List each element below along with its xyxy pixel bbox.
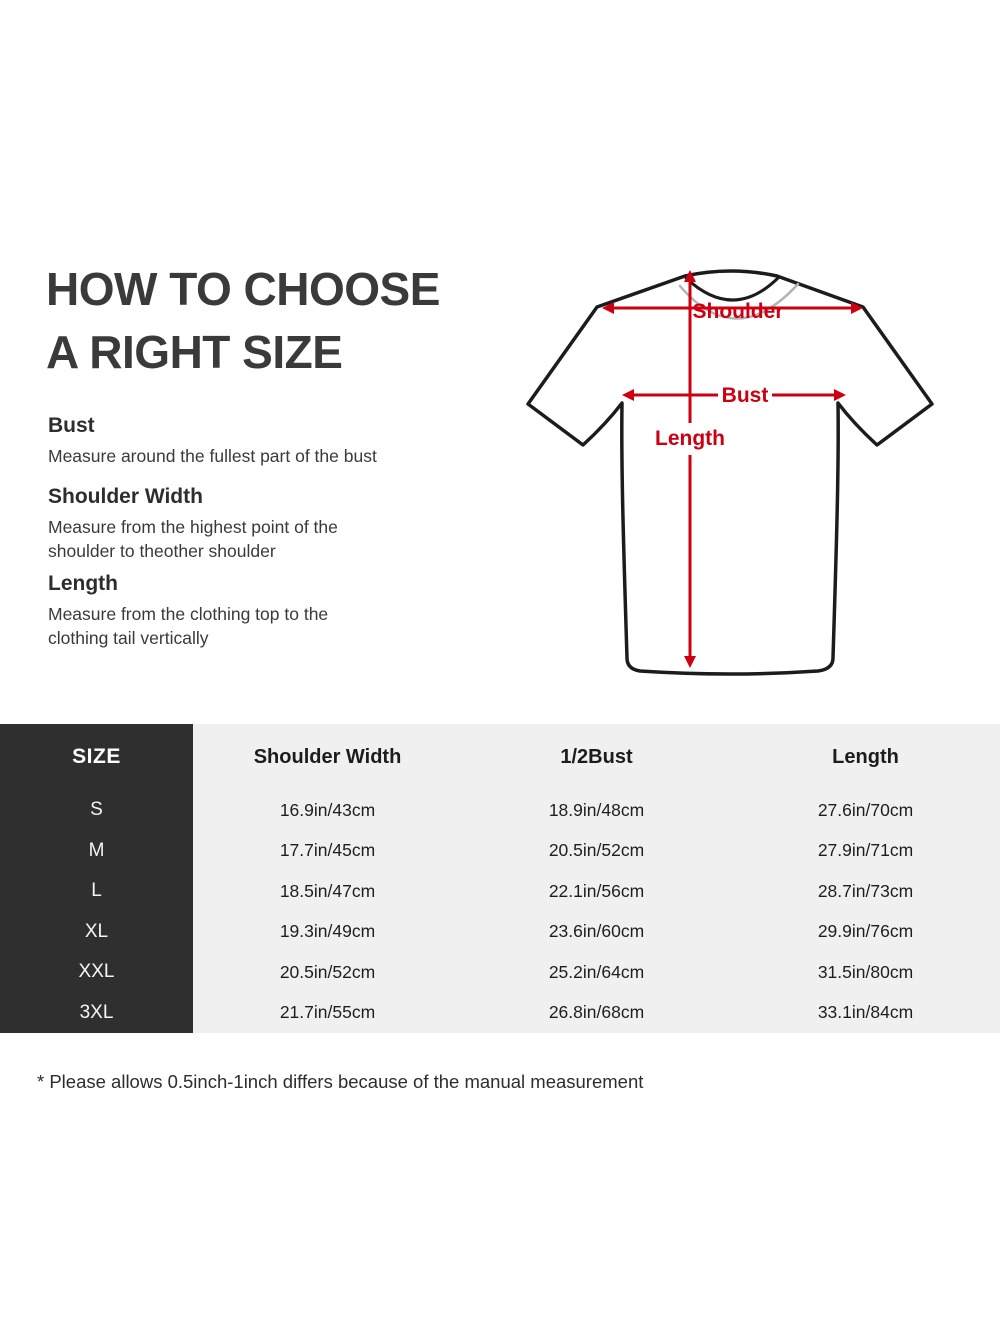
tshirt-measurement-diagram: Shoulder Bust Length [500,240,960,700]
footnote: * Please allows 0.5inch-1inch differs be… [37,1071,644,1092]
length-heading: Length [48,572,118,595]
instruction-section-length: Length Measure from the clothing top to … [48,571,468,650]
bust-description: Measure around the fullest part of the b… [48,446,377,466]
table-header-shoulder-width: Shoulder Width [253,745,402,768]
table-header-size: SIZE [0,724,193,790]
table-header-half-bust: 1/2Bust [560,745,633,768]
bust-value-cell: 18.9in/48cm [548,799,645,820]
shoulder-arrow [602,302,863,314]
length-value-cell: 29.9in/76cm [817,921,914,942]
shoulder-value-cell: 17.7in/45cm [279,840,376,861]
instruction-section-bust: Bust Measure around the fullest part of … [48,413,468,468]
size-label-cell: 3XL [0,992,193,1033]
size-label-cell: L [0,871,193,912]
bust-arrow [622,389,846,401]
bust-value-cell: 23.6in/60cm [548,921,645,942]
bust-arrow-label: Bust [722,384,769,407]
instruction-section-shoulder-width: Shoulder Width Measure from the highest … [48,484,468,563]
shoulder-width-heading: Shoulder Width [48,485,203,508]
length-value-cell: 27.9in/71cm [817,840,914,861]
length-value-cell: 31.5in/80cm [817,961,914,982]
length-value-cell: 28.7in/73cm [817,880,914,901]
length-arrow [684,270,696,668]
shoulder-value-cell: 16.9in/43cm [279,799,376,820]
size-label-cell: M [0,830,193,871]
shoulder-width-description: Measure from the highest point of the sh… [48,517,338,561]
collar-inner-line [684,276,780,302]
size-label-cell: S [0,790,193,831]
shoulder-value-cell: 21.7in/55cm [279,1002,376,1023]
size-label-cell: XXL [0,952,193,993]
tshirt-diagram-svg: Shoulder Bust Length [526,269,934,676]
length-value-cell: 33.1in/84cm [817,1002,914,1023]
tshirt-outline [526,269,934,676]
shoulder-value-cell: 20.5in/52cm [279,961,376,982]
bust-value-cell: 20.5in/52cm [548,840,645,861]
page-title: HOW TO CHOOSE A RIGHT SIZE [46,263,440,378]
shoulder-value-cell: 18.5in/47cm [279,880,376,901]
bust-value-cell: 22.1in/56cm [548,880,645,901]
length-value-cell: 27.6in/70cm [817,799,914,820]
bust-value-cell: 26.8in/68cm [548,1002,645,1023]
size-table: SIZE Shoulder Width 1/2Bust Length S 16.… [0,724,1000,1033]
table-header-length: Length [832,745,899,768]
length-description: Measure from the clothing top to the clo… [48,604,329,648]
shoulder-arrow-label: Shoulder [692,300,783,323]
bust-value-cell: 25.2in/64cm [548,961,645,982]
size-label-cell: XL [0,911,193,952]
length-arrow-label: Length [655,427,725,450]
collar-outer-shadow [678,282,800,320]
shoulder-value-cell: 19.3in/49cm [279,921,376,942]
bust-heading: Bust [48,414,95,437]
